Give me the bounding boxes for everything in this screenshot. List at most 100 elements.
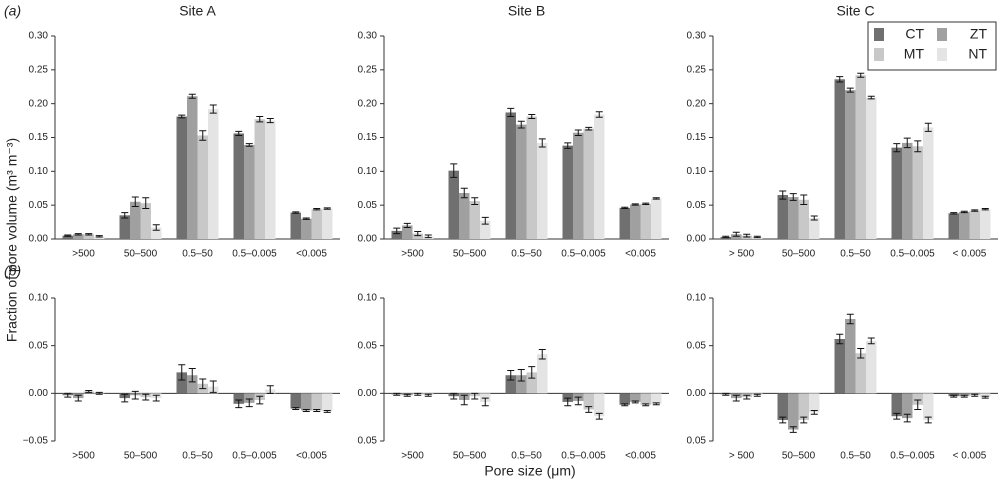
legend-swatch bbox=[874, 28, 884, 41]
error-bar bbox=[981, 208, 989, 211]
bar bbox=[891, 147, 902, 239]
error-bar bbox=[266, 385, 274, 394]
error-bar bbox=[302, 409, 310, 412]
bar bbox=[526, 372, 537, 394]
bar bbox=[480, 220, 491, 239]
bar bbox=[233, 393, 244, 404]
bar bbox=[83, 234, 94, 239]
error-bar bbox=[64, 234, 72, 237]
y-tick-label: 0.05 bbox=[687, 340, 707, 351]
error-bar bbox=[960, 210, 968, 214]
y-tick-label: 0.20 bbox=[29, 98, 49, 109]
bar bbox=[187, 96, 198, 240]
bar bbox=[244, 144, 255, 239]
bar bbox=[834, 338, 845, 394]
error-bar bbox=[131, 390, 139, 400]
bar bbox=[855, 353, 866, 394]
bar bbox=[834, 79, 845, 239]
error-bar bbox=[631, 400, 639, 404]
chart-title: Site B bbox=[508, 3, 545, 19]
y-tick-label: 0.20 bbox=[358, 98, 378, 109]
error-bar bbox=[867, 95, 875, 100]
x-tick-label: <0.005 bbox=[625, 249, 656, 260]
x-tick-label: >500 bbox=[72, 451, 95, 462]
bar bbox=[959, 211, 970, 239]
error-bar bbox=[152, 224, 160, 231]
bar bbox=[176, 116, 187, 239]
bar bbox=[176, 372, 187, 394]
error-bar bbox=[414, 231, 422, 237]
bar bbox=[516, 375, 527, 394]
error-bar bbox=[642, 403, 650, 407]
y-axis-label: Fraction of pore volume (m³ m⁻³) bbox=[4, 138, 20, 342]
bar bbox=[322, 208, 333, 239]
error-bar bbox=[779, 416, 787, 424]
bar bbox=[845, 318, 856, 394]
bar bbox=[891, 393, 902, 417]
y-tick-label: 0.10 bbox=[29, 293, 49, 304]
bar bbox=[798, 393, 809, 421]
bar bbox=[233, 133, 244, 239]
bar bbox=[777, 195, 788, 239]
x-tick-label: 0.5–50 bbox=[511, 249, 542, 260]
error-bar bbox=[528, 113, 536, 120]
error-bar bbox=[857, 72, 865, 78]
y-tick-label: 0.05 bbox=[687, 200, 707, 211]
x-tick-label: 0.5–0.005 bbox=[232, 451, 277, 462]
bar bbox=[651, 198, 662, 239]
bar bbox=[594, 114, 605, 239]
legend-label: ZT bbox=[970, 26, 988, 42]
y-tick-label: 0.00 bbox=[358, 388, 378, 399]
error-bar bbox=[950, 394, 958, 398]
error-bar bbox=[810, 409, 818, 415]
bar bbox=[788, 197, 799, 239]
error-bar bbox=[131, 196, 139, 208]
error-bar bbox=[142, 197, 150, 210]
error-bar bbox=[424, 393, 432, 397]
x-tick-label: 0.5–0.005 bbox=[890, 249, 935, 260]
error-bar bbox=[857, 348, 865, 359]
bar bbox=[301, 218, 312, 239]
error-bar bbox=[753, 393, 761, 397]
error-bar bbox=[564, 397, 572, 407]
error-bar bbox=[85, 233, 93, 236]
error-bar bbox=[743, 233, 751, 238]
error-bar bbox=[981, 395, 989, 399]
error-bar bbox=[74, 394, 82, 402]
error-bar bbox=[235, 130, 243, 136]
bar bbox=[809, 218, 820, 239]
bar bbox=[902, 142, 913, 239]
bar bbox=[651, 393, 662, 404]
error-bar bbox=[595, 111, 603, 118]
legend-swatch bbox=[874, 48, 884, 61]
y-tick-label: 0.05 bbox=[358, 340, 378, 351]
y-tick-label: 0.10 bbox=[358, 166, 378, 177]
error-bar bbox=[178, 364, 186, 381]
bar bbox=[469, 201, 480, 239]
legend-label: MT bbox=[904, 46, 925, 62]
error-bar bbox=[64, 392, 72, 398]
bar bbox=[505, 112, 516, 239]
error-bar bbox=[538, 348, 546, 360]
bar bbox=[619, 207, 630, 239]
error-bar bbox=[836, 76, 844, 83]
error-bar bbox=[914, 399, 922, 411]
error-bar bbox=[471, 392, 479, 400]
error-bar bbox=[732, 231, 740, 237]
error-bar bbox=[292, 211, 300, 214]
error-bar bbox=[867, 337, 875, 345]
error-bar bbox=[424, 234, 432, 239]
x-tick-label: 0.5–50 bbox=[182, 249, 213, 260]
bar bbox=[448, 170, 459, 239]
bar bbox=[583, 128, 594, 239]
y-tick-label: 0.10 bbox=[687, 166, 707, 177]
x-tick-label: >500 bbox=[401, 249, 424, 260]
error-bar bbox=[789, 193, 797, 201]
error-bar bbox=[903, 413, 911, 423]
bar bbox=[777, 393, 788, 421]
chart-title: Site A bbox=[179, 3, 216, 19]
error-bar bbox=[256, 395, 264, 405]
bar bbox=[311, 209, 322, 239]
y-tick-label: 0.05 bbox=[29, 200, 49, 211]
bar bbox=[197, 135, 208, 239]
